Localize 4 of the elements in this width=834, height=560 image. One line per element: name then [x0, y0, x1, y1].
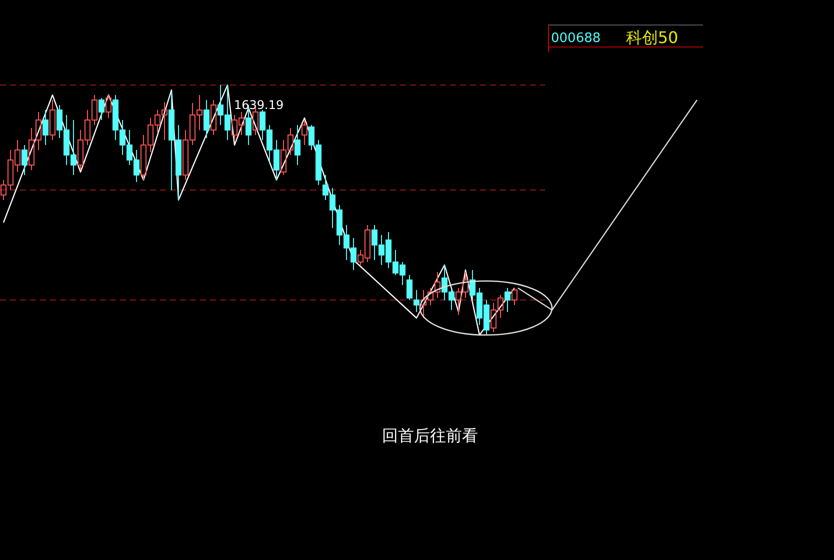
code-label: 000688: [551, 31, 601, 46]
peak-label: 1639.19: [234, 98, 284, 112]
name-label: 科创50: [626, 28, 678, 47]
caption: 回首后往前看: [382, 426, 478, 445]
